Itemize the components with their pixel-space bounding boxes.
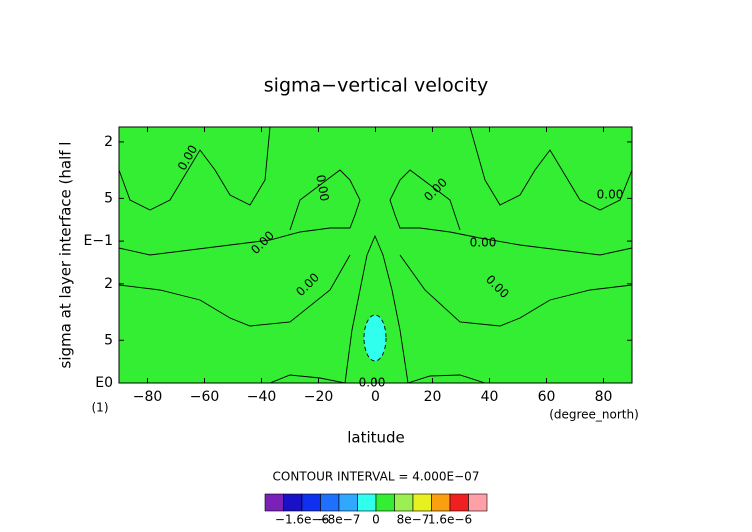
colorbar-tick-label: −8e−7 — [318, 513, 361, 527]
x-axis-label: latitude — [347, 429, 405, 447]
y-tick-label: E0 — [95, 375, 113, 391]
y-tick-label: E−1 — [84, 233, 113, 249]
colorbar-swatch — [375, 493, 395, 512]
colorbar-swatch — [338, 493, 358, 512]
x-tick-label: 60 — [538, 389, 556, 405]
y-axis-label: sigma at layer interface (half l — [57, 142, 75, 369]
x-tick-label: 0 — [371, 389, 380, 405]
contour-label: 0.00 — [597, 188, 624, 202]
colorbar-swatch — [412, 493, 432, 512]
colorbar-swatch — [468, 493, 488, 512]
x-tick-label: −40 — [247, 389, 277, 405]
colorbar-swatch — [320, 493, 340, 512]
colorbar-swatch — [449, 493, 469, 512]
colorbar-swatch — [357, 493, 377, 512]
contour-label: 0.00 — [470, 236, 497, 250]
x-tick-label: 40 — [481, 389, 499, 405]
y-tick-label: 2 — [104, 134, 113, 150]
colorbar-swatch — [431, 493, 451, 512]
colorbar-swatch — [301, 493, 321, 512]
contour-label: 0.00 — [313, 174, 331, 203]
colorbar-tick-label: 1.6e−6 — [428, 513, 472, 527]
colorbar-tick-label: 0 — [372, 513, 380, 527]
colorbar-swatch — [264, 493, 284, 512]
x-tick-label: 80 — [595, 389, 613, 405]
x-tick-label: 20 — [424, 389, 442, 405]
x-tick-label: −80 — [133, 389, 163, 405]
negative-region — [363, 314, 387, 362]
colorbar-tick-label: 8e−7 — [397, 513, 430, 527]
x-tick-label: −20 — [304, 389, 334, 405]
colorbar-swatch — [394, 493, 414, 512]
colorbar-tick-label: −1.6e−6 — [275, 513, 329, 527]
y-tick-label: 2 — [104, 276, 113, 292]
y-unit: (1) — [92, 401, 109, 415]
x-tick-label: −60 — [190, 389, 220, 405]
x-unit: (degree_north) — [549, 408, 639, 422]
contour-interval: CONTOUR INTERVAL = 4.000E−07 — [273, 470, 480, 484]
y-tick-label: 5 — [104, 190, 113, 206]
colorbar-swatch — [283, 493, 303, 512]
y-tick-label: 5 — [104, 332, 113, 348]
chart-title: sigma−vertical velocity — [264, 75, 488, 97]
contours — [118, 126, 633, 384]
